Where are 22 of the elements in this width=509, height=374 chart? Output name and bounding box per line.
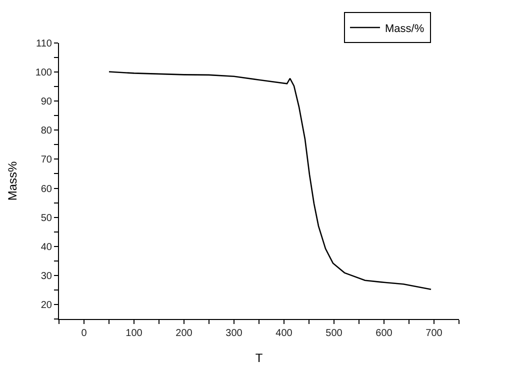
y-axis-title: Mass% (6, 161, 20, 201)
y-tick-label: 90 (40, 96, 52, 108)
legend-label: Mass/% (385, 22, 424, 35)
y-tick-label: 80 (40, 126, 52, 137)
x-tick-label: 400 (276, 328, 293, 339)
y-tick-label: 110 (36, 38, 52, 50)
x-tick-label: 0 (81, 328, 88, 339)
y-tick-label: 100 (35, 68, 52, 79)
x-tick-label: 600 (376, 328, 393, 339)
y-tick-label: 30 (40, 270, 52, 282)
x-tick-label: 200 (176, 328, 193, 339)
y-tick-label: 70 (40, 154, 52, 166)
x-tick-label: 500 (326, 328, 343, 339)
y-tick-label: 50 (40, 212, 52, 224)
y-tick-label: 40 (40, 242, 52, 253)
x-axis-title: T (255, 350, 264, 365)
x-tick-label: 100 (126, 328, 143, 339)
x-tick-label: 700 (426, 328, 443, 339)
x-tick-label: 300 (226, 328, 243, 339)
y-tick-label: 20 (40, 300, 52, 311)
y-tick-label: 60 (40, 184, 52, 195)
line-series (108, 71, 432, 290)
